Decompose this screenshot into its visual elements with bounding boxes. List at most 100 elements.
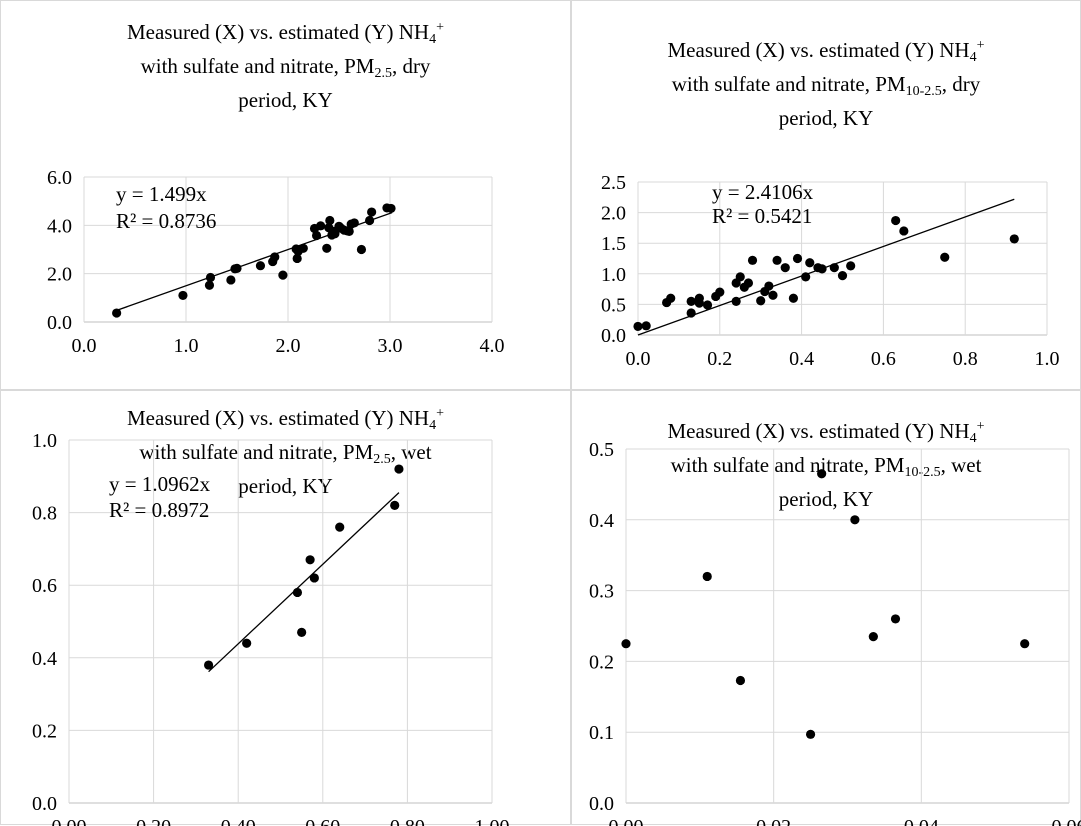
scatter-plot: 0.000.020.040.060.00.10.20.30.40.5 <box>572 391 1081 826</box>
data-point <box>764 281 773 290</box>
data-point <box>322 244 331 253</box>
data-point <box>365 216 374 225</box>
data-point <box>390 501 399 510</box>
y-tick-label: 1.0 <box>32 430 57 452</box>
data-point <box>781 263 790 272</box>
r-squared-label: R² = 0.8736 <box>116 209 216 233</box>
x-tick-label: 0.4 <box>789 348 814 370</box>
y-tick-label: 6.0 <box>47 167 72 189</box>
trendline <box>209 493 399 672</box>
y-tick-label: 2.0 <box>47 264 72 286</box>
data-point <box>205 281 214 290</box>
x-tick-label: 4.0 <box>480 335 505 357</box>
data-point <box>695 294 704 303</box>
y-tick-label: 0.6 <box>32 575 57 597</box>
data-point <box>817 264 826 273</box>
x-tick-label: 0.6 <box>871 348 896 370</box>
chart-panel-pm10-wet: Measured (X) vs. estimated (Y) NH4+with … <box>571 390 1081 825</box>
data-point <box>817 469 826 478</box>
scatter-plot: 0.000.200.400.600.801.000.00.20.40.60.81… <box>1 391 572 826</box>
data-point <box>715 288 724 297</box>
x-tick-label: 2.0 <box>276 335 301 357</box>
r-squared-label: R² = 0.8972 <box>109 498 209 522</box>
data-point <box>206 273 215 282</box>
chart-panel-pm10-dry: Measured (X) vs. estimated (Y) NH4+with … <box>571 0 1081 390</box>
data-point <box>367 207 376 216</box>
r-squared-label: R² = 0.5421 <box>712 204 812 228</box>
data-point <box>293 588 302 597</box>
data-point <box>242 639 251 648</box>
y-tick-label: 0.5 <box>601 294 626 316</box>
y-tick-label: 0.0 <box>47 312 72 334</box>
y-tick-label: 1.5 <box>601 233 626 255</box>
data-point <box>768 291 777 300</box>
data-point <box>270 252 279 261</box>
data-point <box>335 523 344 532</box>
data-point <box>316 221 325 230</box>
x-tick-label: 0.8 <box>953 348 978 370</box>
x-tick-label: 1.0 <box>174 335 199 357</box>
data-point <box>899 226 908 235</box>
trendline-equation: y = 1.499x <box>116 182 207 206</box>
y-tick-label: 0.3 <box>589 581 614 603</box>
data-point <box>838 271 847 280</box>
data-point <box>732 297 741 306</box>
data-point <box>850 515 859 524</box>
data-point <box>940 253 949 262</box>
data-point <box>1010 234 1019 243</box>
data-point <box>830 263 839 272</box>
data-point <box>633 322 642 331</box>
data-point <box>744 278 753 287</box>
data-point <box>756 296 765 305</box>
data-point <box>204 660 213 669</box>
data-point <box>703 572 712 581</box>
data-point <box>846 261 855 270</box>
data-point <box>278 271 287 280</box>
data-point <box>394 464 403 473</box>
y-tick-label: 0.0 <box>589 793 614 815</box>
y-tick-label: 0.2 <box>589 651 614 673</box>
trendline-equation: y = 1.0962x <box>109 472 211 496</box>
y-tick-label: 2.5 <box>601 172 626 194</box>
data-point <box>736 676 745 685</box>
data-point <box>386 204 395 213</box>
data-point <box>772 256 781 265</box>
data-point <box>891 614 900 623</box>
data-point <box>687 308 696 317</box>
y-tick-label: 0.5 <box>589 439 614 461</box>
x-tick-label: 0.0 <box>72 335 97 357</box>
data-point <box>642 321 651 330</box>
x-tick-label: 0.0 <box>626 348 651 370</box>
y-tick-label: 4.0 <box>47 215 72 237</box>
data-point <box>350 218 359 227</box>
data-point <box>310 573 319 582</box>
data-point <box>1020 639 1029 648</box>
data-point <box>226 275 235 284</box>
data-point <box>869 632 878 641</box>
data-point <box>736 272 745 281</box>
data-point <box>299 244 308 253</box>
data-point <box>891 216 900 225</box>
data-point <box>306 555 315 564</box>
data-point <box>748 256 757 265</box>
data-point <box>703 300 712 309</box>
chart-panel-pm25-wet: Measured (X) vs. estimated (Y) NH4+with … <box>0 390 571 825</box>
data-point <box>806 730 815 739</box>
data-point <box>666 294 675 303</box>
y-tick-label: 0.0 <box>32 793 57 815</box>
data-point <box>793 254 802 263</box>
x-tick-label: 1.0 <box>1035 348 1060 370</box>
y-tick-label: 1.0 <box>601 264 626 286</box>
data-point <box>805 258 814 267</box>
y-tick-label: 0.8 <box>32 503 57 525</box>
y-tick-label: 0.2 <box>32 720 57 742</box>
data-point <box>687 297 696 306</box>
data-point <box>178 291 187 300</box>
data-point <box>112 308 121 317</box>
chart-panel-pm25-dry: Measured (X) vs. estimated (Y) NH4+with … <box>0 0 571 390</box>
data-point <box>312 231 321 240</box>
data-point <box>325 216 334 225</box>
y-tick-label: 0.4 <box>589 510 614 532</box>
